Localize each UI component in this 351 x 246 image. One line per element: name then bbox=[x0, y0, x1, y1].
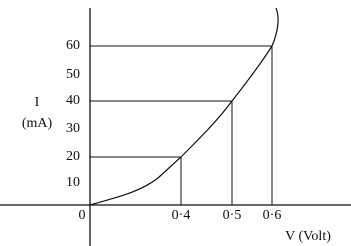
y-axis-label: I bbox=[35, 95, 40, 110]
y-tick-label: 40 bbox=[66, 93, 80, 108]
x-axis-label: V (Volt) bbox=[285, 229, 331, 244]
guide-lines bbox=[90, 45, 273, 205]
y-tick-label: 10 bbox=[66, 175, 80, 190]
y-tick-label: 20 bbox=[66, 149, 80, 164]
origin-label: 0 bbox=[79, 208, 86, 223]
y-tick-label: 30 bbox=[66, 121, 80, 136]
y-tick-label: 60 bbox=[66, 38, 80, 53]
x-tick-label: 0·4 bbox=[172, 208, 191, 223]
x-tick-label: 0·5 bbox=[223, 208, 242, 223]
y-tick-label: 50 bbox=[66, 67, 80, 82]
y-axis-unit: (mA) bbox=[22, 116, 53, 131]
x-tick-label: 0·6 bbox=[263, 208, 282, 223]
iv-curve bbox=[89, 7, 279, 206]
